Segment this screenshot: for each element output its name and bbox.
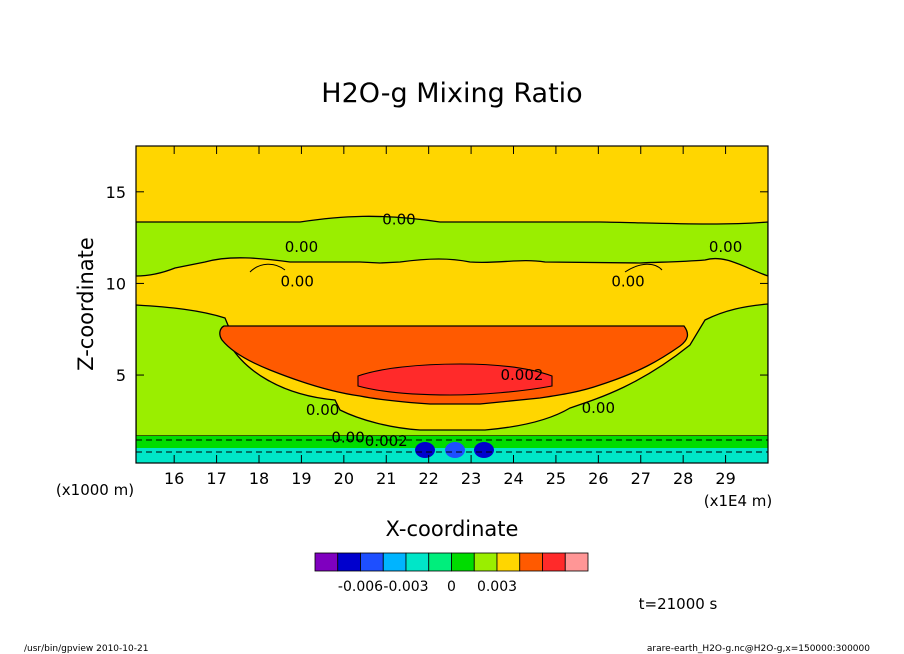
contour-label: 0.00	[331, 428, 364, 446]
contour-label: 0.002	[365, 432, 408, 450]
contour-label: 0.00	[280, 273, 313, 291]
x-tick-label: 25	[546, 469, 566, 488]
x-axis-unit: (x1E4 m)	[704, 492, 773, 510]
y-tick-label: 15	[106, 183, 126, 202]
colorbar-swatch	[473, 552, 498, 572]
x-tick-label: 22	[418, 469, 438, 488]
footer-right: arare-earth_H2O-g.nc@H2O-g,x=150000:3000…	[647, 644, 870, 654]
field-band-upper-green	[136, 215, 768, 277]
colorbar-tick-label: -0.003	[383, 579, 428, 595]
x-tick-label: 23	[461, 469, 481, 488]
x-tick-label: 28	[673, 469, 693, 488]
y-axis-ticks: 5 10 15	[106, 183, 768, 385]
y-tick-label: 5	[116, 366, 126, 385]
x-axis-ticks: 16 17 18 19 20 21 22 23 24 25 26 27 28 29	[164, 146, 736, 488]
colorbar	[314, 552, 589, 572]
y-axis-unit: (x1000 m)	[56, 481, 134, 499]
field-blob-blue-2	[445, 442, 465, 458]
field-band-surface-green	[136, 436, 768, 448]
field-blob-blue-3	[474, 442, 494, 458]
colorbar-swatch	[360, 552, 384, 572]
contour-label: 0.00	[582, 399, 615, 417]
colorbar-swatch	[314, 552, 339, 572]
plot-area	[136, 146, 768, 463]
x-tick-label: 27	[631, 469, 651, 488]
field-contour-small-right	[624, 263, 663, 273]
footer-left: /usr/bin/gpview 2010-10-21	[24, 644, 148, 654]
colorbar-swatch	[405, 552, 430, 572]
field-contour-small-left	[249, 263, 286, 273]
colorbar-swatch	[542, 552, 566, 572]
field-blob-blue-1	[415, 442, 435, 458]
x-tick-label: 29	[715, 469, 735, 488]
contour-label: 0.00	[611, 273, 644, 291]
y-tick-label: 10	[106, 274, 126, 293]
colorbar-tick-label: -0.006	[338, 579, 383, 595]
colorbar-ticks: -0.006 -0.003 0 0.003	[338, 579, 517, 595]
plot-frame	[135, 145, 769, 464]
x-tick-label: 26	[588, 469, 608, 488]
colorbar-swatch	[451, 552, 475, 572]
x-tick-label: 24	[503, 469, 523, 488]
x-tick-label: 20	[334, 469, 354, 488]
contour-label: 0.00	[285, 238, 318, 256]
colorbar-swatch	[382, 552, 407, 572]
x-tick-label: 19	[291, 469, 311, 488]
contour-label: 0.00	[306, 401, 339, 419]
x-tick-label: 17	[206, 469, 226, 488]
contour-label: 0.002	[501, 366, 544, 384]
chart-title: H2O-g Mixing Ratio	[321, 78, 582, 109]
field-band-blob-red	[357, 363, 553, 396]
colorbar-swatch	[564, 552, 589, 572]
colorbar-swatch	[496, 552, 521, 572]
colorbar-swatch	[519, 552, 543, 572]
colorbar-tick-label: 0	[447, 579, 456, 595]
contour-label: 0.00	[709, 238, 742, 256]
contour-label: 0.00	[382, 210, 415, 228]
x-tick-label: 16	[164, 469, 184, 488]
y-axis-label: Z-coordinate	[74, 237, 98, 371]
colorbar-tick-label: 0.003	[477, 579, 517, 595]
colorbar-swatch	[337, 552, 361, 572]
x-axis-label: X-coordinate	[386, 517, 519, 541]
colorbar-swatch	[428, 552, 452, 572]
x-tick-label: 21	[376, 469, 396, 488]
x-tick-label: 18	[249, 469, 269, 488]
time-label: t=21000 s	[639, 595, 718, 613]
